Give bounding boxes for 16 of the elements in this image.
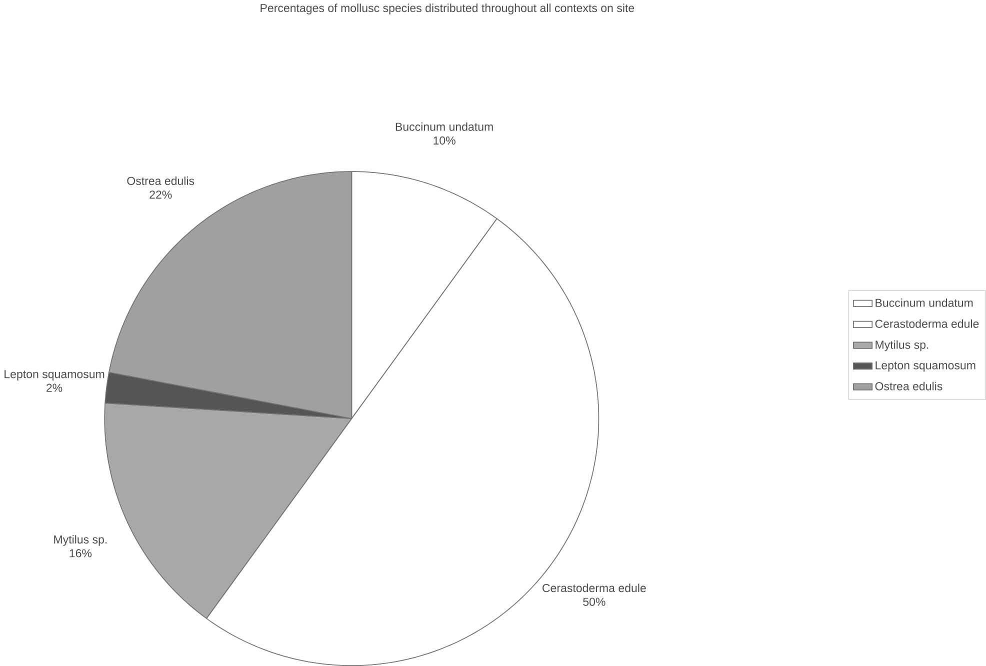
slice-label: Ostrea edulis <box>127 176 194 185</box>
data-label: 50% <box>583 598 606 606</box>
data-label: 10% <box>434 136 456 145</box>
slice-label: Lepton squamosum <box>4 370 104 380</box>
slice-label: Cerastoderma edule <box>542 584 646 592</box>
legend-label: Ostrea edulis <box>875 382 942 390</box>
chart-title: Percentages of mollusc species distributed throughout all contexts on site <box>260 4 634 14</box>
data-label: 16% <box>70 549 92 558</box>
legend-label: Buccinum undatum <box>876 298 973 307</box>
category-label: Cerastoderma edule <box>875 319 979 328</box>
slice-label: Mytilus sp. <box>54 535 107 546</box>
legend-label: Lepton squamosum <box>876 361 976 372</box>
data-label: 22% <box>150 190 172 199</box>
data-label: 2% <box>46 384 62 392</box>
legend-label: Mytilus sp. <box>876 340 928 352</box>
slice-label: Buccinum undatum <box>396 122 493 131</box>
